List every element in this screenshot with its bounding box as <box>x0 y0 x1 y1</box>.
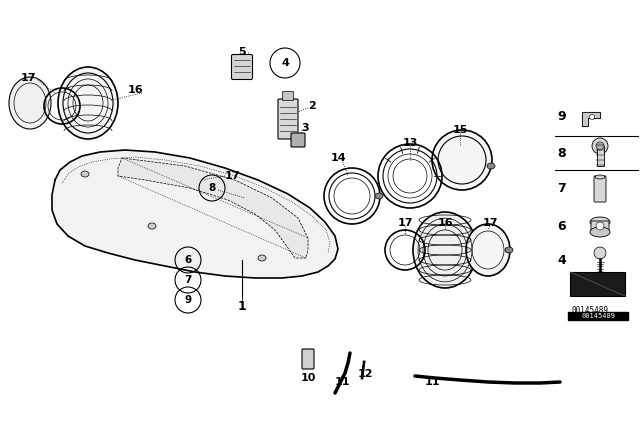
Ellipse shape <box>9 77 51 129</box>
FancyBboxPatch shape <box>570 272 625 296</box>
Text: 00145489: 00145489 <box>581 313 615 319</box>
FancyBboxPatch shape <box>596 146 604 166</box>
Circle shape <box>594 247 606 259</box>
Text: 11: 11 <box>424 377 440 387</box>
Ellipse shape <box>58 67 118 139</box>
Text: 15: 15 <box>452 125 468 135</box>
Text: 9: 9 <box>184 295 191 305</box>
Text: 8: 8 <box>209 183 216 193</box>
Ellipse shape <box>487 163 495 169</box>
FancyBboxPatch shape <box>232 55 253 79</box>
Ellipse shape <box>590 227 610 237</box>
FancyBboxPatch shape <box>291 133 305 147</box>
Circle shape <box>432 130 492 190</box>
FancyBboxPatch shape <box>302 349 314 369</box>
Text: 6: 6 <box>557 220 566 233</box>
Text: 17: 17 <box>397 218 413 228</box>
Ellipse shape <box>590 217 610 227</box>
Text: 4: 4 <box>281 58 289 68</box>
Circle shape <box>596 222 604 230</box>
Ellipse shape <box>375 193 383 199</box>
FancyBboxPatch shape <box>282 91 294 100</box>
Text: 16: 16 <box>127 85 143 95</box>
Text: 3: 3 <box>301 123 309 133</box>
Text: 11: 11 <box>334 377 349 387</box>
Ellipse shape <box>466 224 510 276</box>
Text: 17: 17 <box>483 218 498 228</box>
Text: 14: 14 <box>330 153 346 163</box>
FancyBboxPatch shape <box>568 312 628 320</box>
Text: 6: 6 <box>184 255 191 265</box>
FancyBboxPatch shape <box>594 176 606 202</box>
Text: 9: 9 <box>557 109 566 122</box>
Text: 7: 7 <box>557 181 566 194</box>
FancyBboxPatch shape <box>278 99 298 139</box>
Ellipse shape <box>81 171 89 177</box>
Text: 4: 4 <box>557 254 566 267</box>
Circle shape <box>592 138 608 154</box>
Text: 2: 2 <box>308 101 316 111</box>
Circle shape <box>589 115 595 120</box>
Ellipse shape <box>505 247 513 253</box>
Text: 17: 17 <box>224 171 240 181</box>
Ellipse shape <box>258 255 266 261</box>
Text: 00145489: 00145489 <box>572 306 609 314</box>
Polygon shape <box>582 112 600 126</box>
Ellipse shape <box>148 223 156 229</box>
Text: 17: 17 <box>20 73 36 83</box>
Text: 10: 10 <box>300 373 316 383</box>
Text: 16: 16 <box>437 218 453 228</box>
Text: 7: 7 <box>184 275 192 285</box>
Ellipse shape <box>595 175 605 179</box>
Text: 5: 5 <box>238 47 246 57</box>
Text: 13: 13 <box>403 138 418 148</box>
Text: 1: 1 <box>237 300 246 313</box>
Text: 12: 12 <box>357 369 372 379</box>
Polygon shape <box>118 158 308 258</box>
Ellipse shape <box>413 212 477 288</box>
Text: 8: 8 <box>557 146 566 159</box>
Polygon shape <box>52 150 338 278</box>
FancyBboxPatch shape <box>591 221 609 233</box>
Circle shape <box>596 142 604 150</box>
